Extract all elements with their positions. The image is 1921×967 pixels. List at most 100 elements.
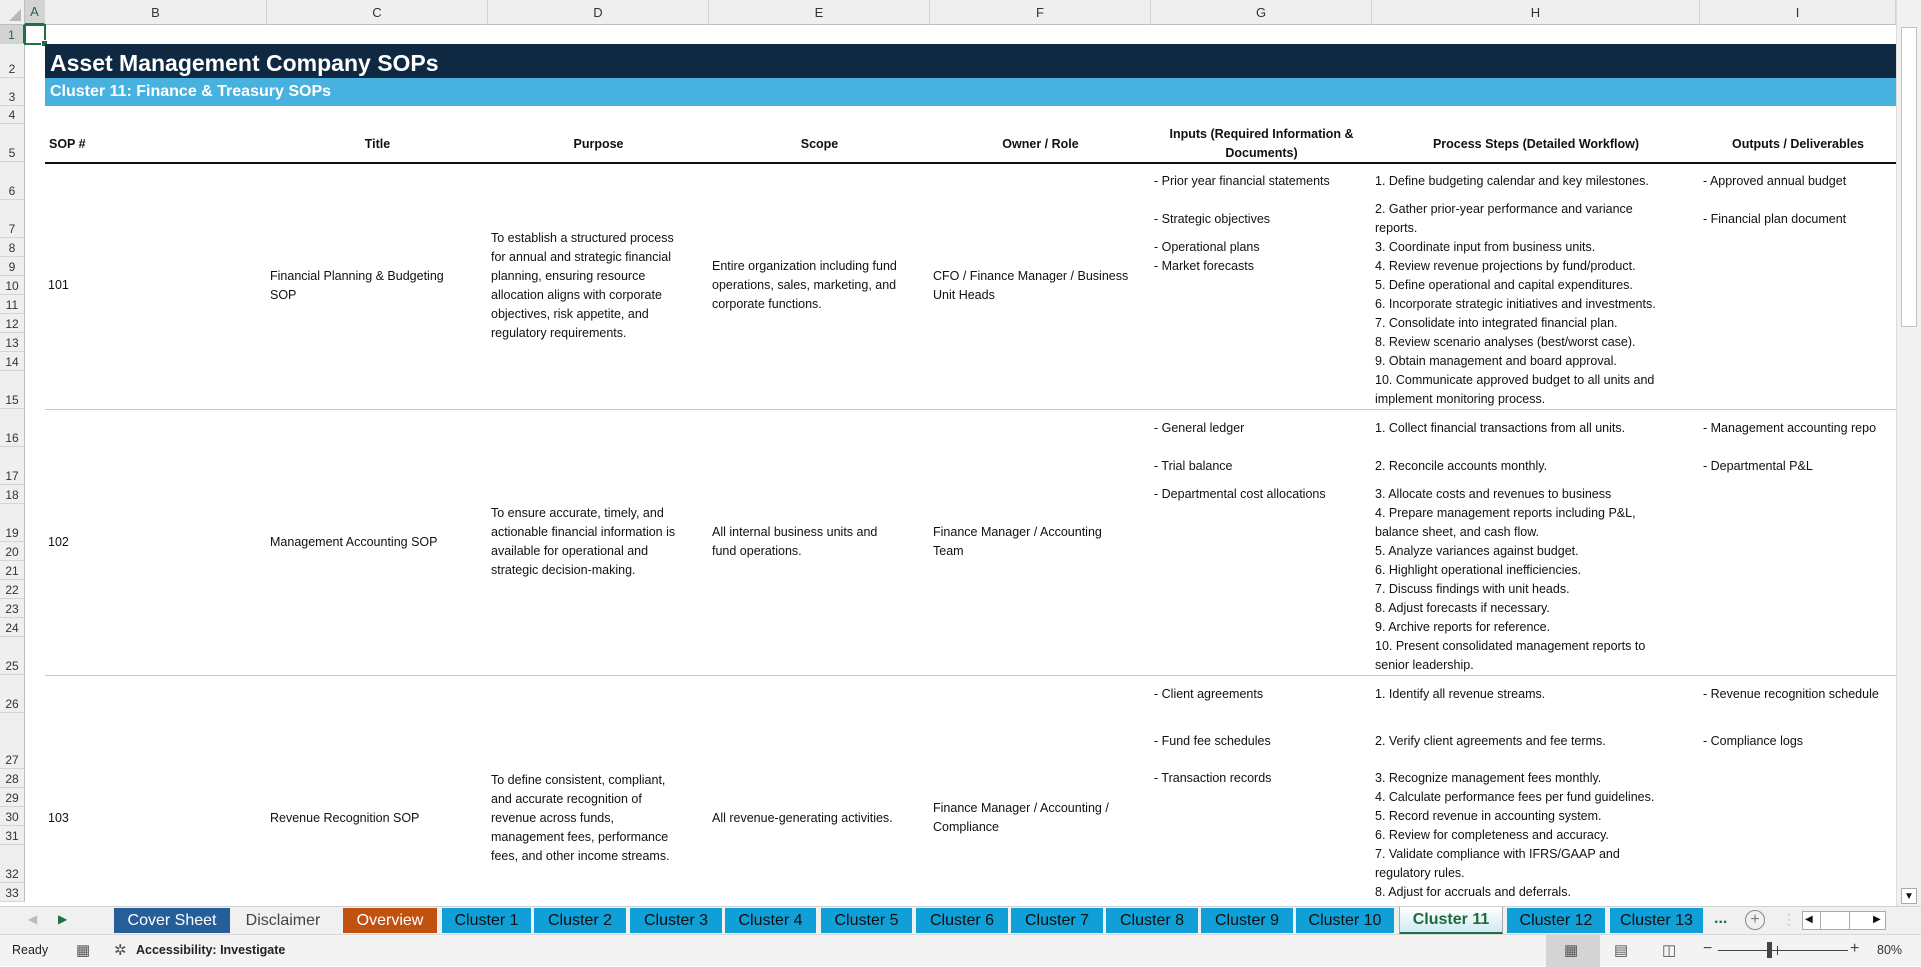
sop-scope-cell[interactable]: Entire organization including fund operat… [709,162,930,409]
sheet-tab-cluster-4[interactable]: Cluster 4 [725,908,816,933]
select-all-button[interactable] [0,0,25,25]
row-header-33[interactable]: 33 [0,883,25,902]
column-header-d[interactable]: D [488,0,709,25]
row-header-27[interactable]: 27 [0,713,25,769]
row-header-26[interactable]: 26 [0,675,25,713]
sop-num-cell[interactable]: 101 [45,162,267,409]
sheet-tab-cluster-8[interactable]: Cluster 8 [1106,908,1198,933]
sop-num-cell[interactable]: 103 [45,675,267,906]
input-cell[interactable]: - General ledger [1151,409,1244,447]
vertical-scroll-thumb[interactable] [1901,27,1917,327]
input-cell[interactable]: - Transaction records [1151,769,1271,788]
column-header-b[interactable]: B [45,0,267,25]
sop-owner-cell[interactable]: CFO / Finance Manager / Business Unit Hea… [930,162,1151,409]
row-header-4[interactable]: 4 [0,106,25,124]
row-header-21[interactable]: 21 [0,561,25,580]
process-step-cell[interactable]: 8. Adjust forecasts if necessary. [1372,599,1550,618]
process-step-cell[interactable]: 2. Reconcile accounts monthly. [1372,447,1547,485]
row-header-1[interactable]: 1 [0,25,25,44]
row-header-12[interactable]: 12 [0,314,25,333]
grid-view-icon[interactable]: ▦ [1564,942,1579,959]
sheet-tab-cover-sheet[interactable]: Cover Sheet [114,908,230,933]
horizontal-scroll-thumb[interactable] [1820,912,1850,929]
row-header-24[interactable]: 24 [0,618,25,637]
zoom-slider-thumb[interactable] [1766,942,1772,958]
prev-sheet-arrow-icon[interactable]: ◀ [28,912,38,926]
column-header-e[interactable]: E [709,0,930,25]
process-step-cell[interactable]: 6. Incorporate strategic initiatives and… [1372,295,1656,314]
process-step-cell[interactable]: 8. Adjust for accruals and deferrals. [1372,883,1571,902]
sheet-tab-cluster-9[interactable]: Cluster 9 [1201,908,1293,933]
row-header-25[interactable]: 25 [0,637,25,675]
sop-title-cell[interactable]: Management Accounting SOP [267,409,488,675]
row-header-3[interactable]: 3 [0,78,25,106]
column-header-a[interactable]: A [25,0,45,25]
sheet-tab-cluster-6[interactable]: Cluster 6 [916,908,1008,933]
row-header-5[interactable]: 5 [0,124,25,162]
accessibility-status[interactable]: Accessibility: Investigate [136,943,286,957]
sop-scope-cell[interactable]: All internal business units and fund oper… [709,409,930,675]
row-header-2[interactable]: 2 [0,44,25,78]
input-cell[interactable]: - Client agreements [1151,675,1263,713]
row-header-31[interactable]: 31 [0,826,25,845]
sop-owner-cell[interactable]: Finance Manager / Accounting / Compliance [930,675,1151,906]
row-header-28[interactable]: 28 [0,769,25,788]
process-step-cell[interactable]: 1. Identify all revenue streams. [1372,675,1545,713]
process-step-cell[interactable]: 4. Prepare management reports including … [1372,504,1636,542]
sop-purpose-cell[interactable]: To establish a structured process for ann… [488,162,709,409]
zoom-in-button[interactable]: + [1850,940,1860,957]
vertical-scrollbar[interactable]: ▼ [1896,0,1921,906]
row-header-32[interactable]: 32 [0,845,25,883]
add-sheet-icon[interactable]: + [1745,910,1765,930]
row-header-16[interactable]: 16 [0,409,25,447]
process-step-cell[interactable]: 9. Archive reports for reference. [1372,618,1550,637]
process-step-cell[interactable]: 10. Present consolidated management repo… [1372,637,1645,675]
sheet-tab-cluster-7[interactable]: Cluster 7 [1011,908,1103,933]
zoom-level[interactable]: 80% [1877,943,1903,957]
row-header-17[interactable]: 17 [0,447,25,485]
sop-title-cell[interactable]: Revenue Recognition SOP [267,675,488,906]
process-step-cell[interactable]: 5. Record revenue in accounting system. [1372,807,1602,826]
input-cell[interactable]: - Fund fee schedules [1151,713,1271,769]
process-step-cell[interactable]: 5. Define operational and capital expend… [1372,276,1633,295]
sheet-tab-cluster-1[interactable]: Cluster 1 [442,908,531,933]
sop-owner-cell[interactable]: Finance Manager / Accounting Team [930,409,1151,675]
process-step-cell[interactable]: 6. Highlight operational inefficiencies. [1372,561,1581,580]
selected-cell-a1[interactable] [24,24,48,47]
process-step-cell[interactable]: 5. Analyze variances against budget. [1372,542,1579,561]
sheet-tab-disclaimer[interactable]: Disclaimer [245,911,321,929]
output-cell[interactable]: - Financial plan document [1700,200,1896,238]
sheet-tab-overview[interactable]: Overview [343,908,437,933]
row-header-9[interactable]: 9 [0,257,25,276]
column-header-f[interactable]: F [930,0,1151,25]
input-cell[interactable]: - Strategic objectives [1151,200,1270,238]
next-sheet-arrow-icon[interactable]: ▶ [58,912,68,926]
row-header-8[interactable]: 8 [0,238,25,257]
scroll-right-arrow-icon[interactable]: ▶ [1873,914,1881,925]
normal-view-button[interactable] [1546,935,1600,967]
process-step-cell[interactable]: 2. Verify client agreements and fee term… [1372,713,1606,769]
column-header-i[interactable]: I [1700,0,1896,25]
process-step-cell[interactable]: 6. Review for completeness and accuracy. [1372,826,1609,845]
scroll-down-arrow-icon[interactable]: ▼ [1901,888,1917,904]
sop-num-cell[interactable]: 102 [45,409,267,675]
row-header-22[interactable]: 22 [0,580,25,599]
input-cell[interactable]: - Prior year financial statements [1151,162,1330,200]
input-cell[interactable]: - Departmental cost allocations [1151,485,1326,504]
sop-purpose-cell[interactable]: To define consistent, compliant, and accu… [488,675,709,906]
output-cell[interactable]: - Management accounting repo [1700,409,1896,447]
process-step-cell[interactable]: 10. Communicate approved budget to all u… [1372,371,1654,409]
row-header-20[interactable]: 20 [0,542,25,561]
column-header-c[interactable]: C [267,0,488,25]
process-step-cell[interactable]: 7. Discuss findings with unit heads. [1372,580,1570,599]
output-cell[interactable]: - Departmental P&L [1700,447,1896,485]
row-header-19[interactable]: 19 [0,504,25,542]
sheet-tab-cluster-11[interactable]: Cluster 11 [1399,907,1503,935]
accessibility-icon[interactable]: ✲ [114,942,127,959]
process-step-cell[interactable]: 7. Consolidate into integrated financial… [1372,314,1618,333]
sheet-tab-cluster-5[interactable]: Cluster 5 [821,908,912,933]
row-header-30[interactable]: 30 [0,807,25,826]
output-cell[interactable]: - Revenue recognition schedule [1700,675,1896,713]
sheet-tab-cluster-13[interactable]: Cluster 13 [1610,908,1703,933]
horizontal-scrollbar[interactable]: ◀ ▶ [1802,911,1886,930]
